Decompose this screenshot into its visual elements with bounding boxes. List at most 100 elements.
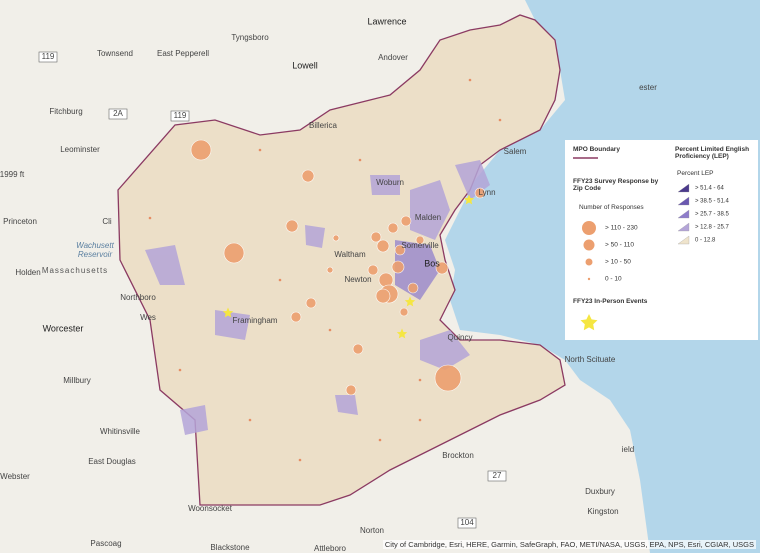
legend-symbols: > 110 - 230 > 50 - 110 > 10 - 50 0 - 10 > 51…: [580, 183, 730, 331]
response-circle: [332, 234, 340, 242]
place-label: Millbury: [63, 376, 91, 385]
route-shield: [108, 108, 128, 120]
response-swatch: [583, 239, 595, 251]
response-circle: [305, 297, 317, 309]
response-dot: [358, 158, 362, 162]
place-label: Cli: [102, 217, 112, 226]
place-label: ester: [639, 83, 657, 92]
event-star: [463, 194, 475, 205]
response-circle: [434, 364, 462, 392]
response-circle: [352, 343, 364, 355]
response-circle: [223, 242, 245, 264]
response-circle: [394, 244, 406, 256]
place-label: East Pepperell: [157, 49, 209, 58]
place-label: Whitinsville: [100, 427, 141, 436]
response-circle: [290, 311, 302, 323]
legend-label: > 25.7 - 38.5: [695, 212, 730, 218]
event-star: [222, 307, 234, 318]
response-circle: [370, 231, 382, 243]
response-circle: [326, 266, 334, 274]
legend-survey-title: FFY23 Survey Response by Zip Code: [573, 178, 659, 192]
place-label: Lynn: [478, 188, 495, 197]
place-label: Billerica: [309, 121, 338, 130]
place-label: Quincy: [448, 333, 473, 342]
response-circle: [285, 219, 299, 233]
place-label: Fitchburg: [49, 107, 82, 116]
response-circles: [148, 78, 502, 462]
response-dot: [178, 368, 182, 372]
route-number: 104: [460, 518, 474, 527]
place-label: Duxbury: [585, 487, 615, 496]
place-label: Townsend: [97, 49, 133, 58]
attribution: City of Cambridge, Esri, HERE, Garmin, S…: [382, 540, 756, 549]
legend-boundary: MPO Boundary: [573, 146, 620, 153]
place-label: ield: [622, 445, 634, 454]
response-circle: [400, 215, 412, 227]
place-label: Wes: [140, 313, 156, 322]
legend-lep-title: Percent Limited English Proficiency (LEP…: [675, 146, 750, 160]
lep-swatch: [677, 196, 690, 206]
legend-label: > 50 - 110: [605, 242, 634, 249]
response-circle: [301, 169, 315, 183]
place-label: Woonsocket: [188, 504, 233, 513]
response-circle: [387, 222, 399, 234]
place-label: Salem: [504, 147, 527, 156]
place-label: Lowell: [292, 60, 318, 70]
response-circle: [399, 307, 409, 317]
response-circle: [376, 239, 390, 253]
place-label: Malden: [415, 213, 441, 222]
response-dot: [378, 438, 382, 442]
legend-label: 0 - 12.8: [695, 238, 716, 244]
response-circle: [407, 282, 419, 294]
response-dot: [418, 418, 422, 422]
response-swatch: [582, 221, 596, 235]
response-swatch: [587, 277, 591, 281]
place-label: Brockton: [442, 451, 474, 460]
star-swatch: [580, 314, 598, 331]
place-label: Holden: [15, 268, 40, 277]
place-label: East Douglas: [88, 457, 136, 466]
place-label: Lawrence: [367, 16, 406, 26]
response-dot: [278, 278, 282, 282]
response-circle: [367, 264, 379, 276]
lep-swatch: [677, 183, 690, 193]
response-circle: [391, 260, 405, 274]
place-label: Somerville: [401, 241, 439, 250]
legend-lep-subtitle: Percent LEP: [677, 170, 714, 177]
place-label: Norton: [360, 526, 384, 535]
response-dot: [148, 216, 152, 220]
place-label: Wachusett: [76, 241, 114, 250]
place-label: North Scituate: [565, 355, 616, 364]
response-dot: [468, 78, 472, 82]
route-shield: [487, 470, 507, 482]
legend-label: > 12.8 - 25.7: [695, 225, 730, 231]
response-circle: [415, 235, 425, 245]
place-label: 1999 ft: [0, 170, 25, 179]
place-label: Reservoir: [78, 250, 113, 259]
event-star: [396, 328, 408, 339]
place-label: Tyngsboro: [231, 33, 269, 42]
route-number: 119: [42, 52, 55, 61]
response-dot: [328, 328, 332, 332]
legend: MPO Boundary FFY23 Survey Response by Zi…: [565, 140, 758, 340]
lep-swatch: [677, 235, 690, 245]
place-label: Massachusetts: [42, 266, 108, 275]
legend-label: > 110 - 230: [605, 225, 638, 232]
place-label: Pascoag: [90, 539, 121, 548]
place-label: Andover: [378, 53, 408, 62]
place-label: Attleboro: [314, 544, 347, 553]
response-dot: [298, 458, 302, 462]
lep-swatch: [677, 209, 690, 219]
response-dot: [258, 148, 262, 152]
place-label: Waltham: [334, 250, 366, 259]
lep-swatch: [677, 222, 690, 232]
boundary-swatch: [573, 157, 598, 159]
route-number: 119: [174, 111, 187, 120]
place-label: Bos: [424, 258, 440, 268]
place-label: Webster: [0, 472, 30, 481]
response-circle: [474, 187, 486, 199]
place-label: Princeton: [3, 217, 37, 226]
place-label: Woburn: [376, 178, 404, 187]
response-circle: [345, 384, 357, 396]
